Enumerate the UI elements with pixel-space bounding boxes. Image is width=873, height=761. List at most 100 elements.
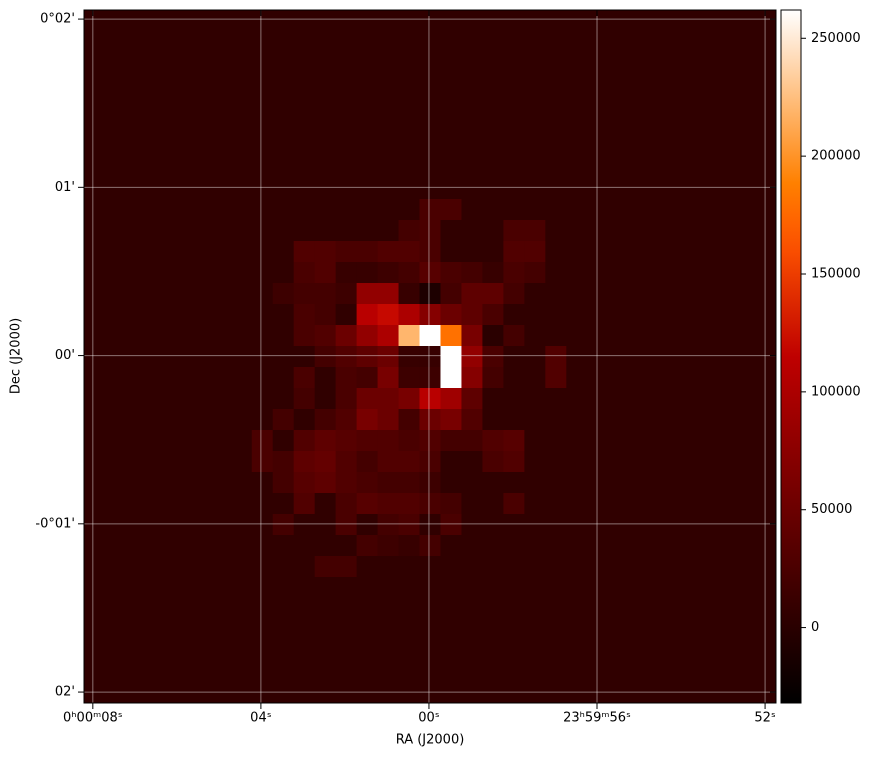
- pixel: [272, 661, 295, 683]
- pixel: [419, 430, 441, 452]
- pixel: [755, 220, 777, 242]
- pixel: [167, 661, 190, 683]
- pixel: [251, 661, 274, 683]
- pixel: [125, 262, 148, 284]
- pixel: [734, 115, 756, 137]
- pixel: [755, 262, 777, 284]
- pixel: [419, 640, 441, 662]
- pixel: [566, 598, 588, 620]
- pixel: [671, 325, 693, 347]
- pixel: [566, 682, 588, 704]
- pixel: [377, 451, 400, 473]
- pixel: [377, 493, 400, 515]
- pixel: [482, 430, 504, 452]
- pixel: [440, 388, 462, 410]
- pixel: [734, 136, 756, 158]
- pixel: [608, 115, 630, 137]
- pixel: [440, 514, 462, 536]
- pixel: [419, 598, 441, 620]
- pixel: [146, 619, 169, 641]
- pixel: [398, 535, 421, 557]
- pixel: [503, 367, 525, 389]
- pixel: [188, 136, 211, 158]
- pixel: [419, 535, 441, 557]
- pixel: [566, 157, 588, 179]
- pixel: [125, 535, 148, 557]
- pixel: [524, 346, 546, 368]
- pixel: [125, 409, 148, 431]
- pixel: [650, 556, 672, 578]
- pixel: [104, 367, 127, 389]
- pixel: [125, 346, 148, 368]
- pixel: [419, 157, 441, 179]
- pixel: [272, 367, 295, 389]
- pixel: [84, 283, 106, 305]
- pixel: [503, 598, 525, 620]
- pixel: [755, 325, 777, 347]
- pixel: [188, 52, 211, 74]
- x-tick-label: 52ˢ: [754, 711, 776, 726]
- pixel: [482, 31, 504, 53]
- pixel: [503, 220, 525, 242]
- pixel: [608, 619, 630, 641]
- pixel: [650, 388, 672, 410]
- pixel: [755, 577, 777, 599]
- pixel: [314, 388, 337, 410]
- pixel: [84, 640, 106, 662]
- pixel: [230, 367, 253, 389]
- pixel: [650, 283, 672, 305]
- pixel: [566, 31, 588, 53]
- pixel: [125, 682, 148, 704]
- pixel: [293, 199, 316, 221]
- pixel: [272, 388, 295, 410]
- pixel: [587, 115, 609, 137]
- pixel: [713, 283, 735, 305]
- pixel: [314, 220, 337, 242]
- pixel: [545, 31, 567, 53]
- pixel: [188, 535, 211, 557]
- pixel: [440, 283, 462, 305]
- pixel: [608, 409, 630, 431]
- pixel: [650, 430, 672, 452]
- pixel: [104, 241, 127, 263]
- pixel: [230, 52, 253, 74]
- pixel: [272, 640, 295, 662]
- pixel: [482, 556, 504, 578]
- pixel: [272, 472, 295, 494]
- pixel: [755, 52, 777, 74]
- pixel: [608, 682, 630, 704]
- pixel: [146, 430, 169, 452]
- pixel: [314, 52, 337, 74]
- pixel: [230, 388, 253, 410]
- pixel: [84, 178, 106, 200]
- pixel: [377, 556, 400, 578]
- pixel: [230, 451, 253, 473]
- pixel: [419, 367, 441, 389]
- pixel: [167, 556, 190, 578]
- pixel: [104, 220, 127, 242]
- pixel: [356, 115, 379, 137]
- pixel: [272, 682, 295, 704]
- pixel: [356, 661, 379, 683]
- pixel: [503, 346, 525, 368]
- pixel: [84, 199, 106, 221]
- pixel: [503, 682, 525, 704]
- pixel: [692, 283, 714, 305]
- pixel: [755, 409, 777, 431]
- pixel: [335, 493, 358, 515]
- pixel: [377, 31, 400, 53]
- pixel: [503, 241, 525, 263]
- pixel: [692, 367, 714, 389]
- pixel: [503, 640, 525, 662]
- pixel: [251, 283, 274, 305]
- pixel: [608, 640, 630, 662]
- pixel: [482, 178, 504, 200]
- pixel: [755, 514, 777, 536]
- pixel: [755, 661, 777, 683]
- pixel: [167, 283, 190, 305]
- pixel: [608, 157, 630, 179]
- pixel: [524, 556, 546, 578]
- pixel: [125, 115, 148, 137]
- pixel: [650, 682, 672, 704]
- pixel: [524, 535, 546, 557]
